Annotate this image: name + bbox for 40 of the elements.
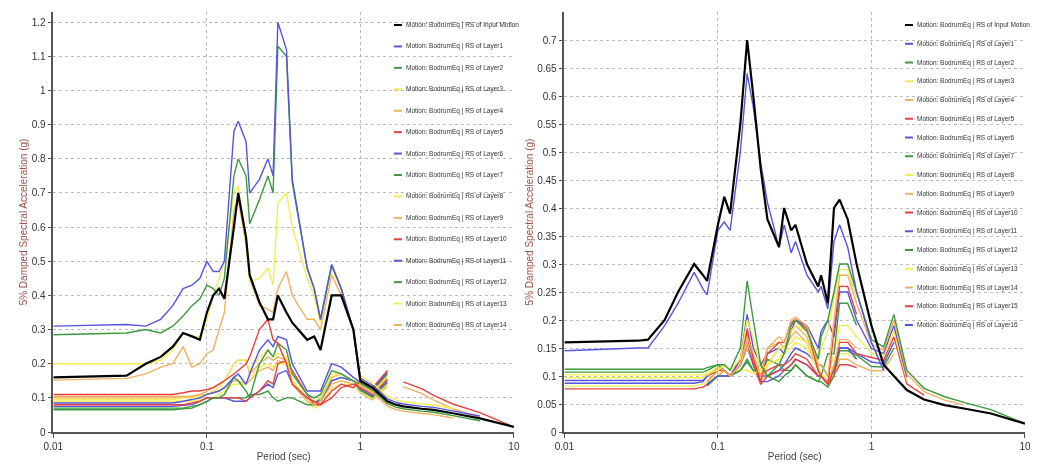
x-tick-label: 0.1	[199, 440, 215, 452]
y-tick-label: 0.1	[542, 370, 558, 382]
y-tick-label: 0.4	[542, 202, 558, 214]
y-tick-label: 0.15	[537, 342, 558, 354]
x-tick-label: 1	[357, 440, 364, 452]
x-tick-label: 0.1	[710, 440, 726, 452]
x-axis-title: Period (sec)	[256, 450, 311, 462]
y-tick-label: 0.1	[31, 392, 47, 404]
y-tick-label: 1	[40, 85, 47, 97]
x-tick-label: 10	[1019, 440, 1031, 452]
y-tick-label: 0	[551, 426, 558, 438]
y-tick-label: 0.25	[537, 286, 558, 298]
y-tick-label: 0.65	[537, 62, 558, 74]
x-axis-title: Period (sec)	[767, 450, 822, 462]
y-tick-label: 1.2	[31, 16, 47, 28]
y-tick-label: 0.8	[31, 153, 47, 165]
y-tick-label: 0.35	[537, 230, 558, 242]
y-tick-label: 0.7	[542, 34, 558, 46]
y-tick-label: 0.7	[31, 187, 47, 199]
y-tick-label: 0.5	[31, 255, 47, 267]
y-tick-label: 0.9	[31, 119, 47, 131]
y-tick-label: 0.6	[31, 221, 47, 233]
y-tick-label: 0.45	[537, 174, 558, 186]
x-tick-label: 0.01	[554, 440, 575, 452]
x-tick-label: 1	[868, 440, 875, 452]
y-tick-label: 0.05	[537, 398, 558, 410]
y-tick-label: 0.55	[537, 118, 558, 130]
y-tick-label: 1.1	[31, 50, 47, 62]
y-tick-label: 0.3	[542, 258, 558, 270]
x-tick-label: 0.01	[43, 440, 64, 452]
y-tick-label: 0.2	[31, 358, 47, 370]
x-tick-label: 10	[508, 440, 520, 452]
y-tick-label: 0	[40, 426, 47, 438]
y-tick-label: 0.2	[542, 314, 558, 326]
y-tick-label: 0.4	[31, 289, 47, 301]
y-axis-title: 5% Damped Spectral Acceleration (g)	[18, 138, 30, 306]
y-tick-label: 0.6	[542, 90, 558, 102]
y-axis-title: 5% Damped Spectral Acceleration (g)	[523, 138, 535, 306]
y-tick-label: 0.3	[31, 324, 47, 336]
y-tick-label: 0.5	[542, 146, 558, 158]
